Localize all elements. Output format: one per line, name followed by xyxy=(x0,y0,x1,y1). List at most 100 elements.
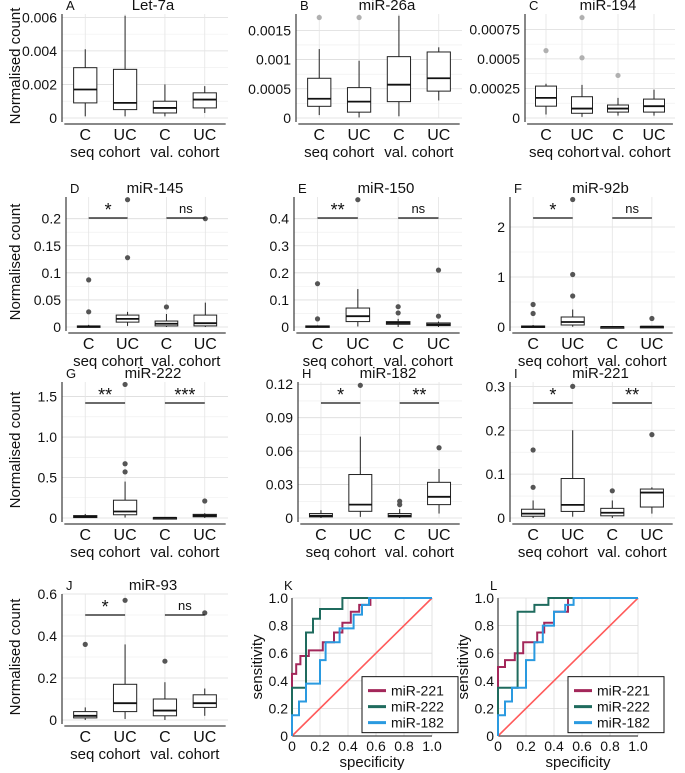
y-tick-label: 0 xyxy=(49,510,57,526)
x-category-label: UC xyxy=(570,127,593,144)
box-outlier-point xyxy=(316,14,322,21)
x-tick-label: 0.8 xyxy=(600,738,620,754)
box-iqr xyxy=(571,96,593,114)
box-outlier-point xyxy=(124,255,131,261)
box-iqr xyxy=(192,694,217,708)
significance-label: ** xyxy=(625,385,639,405)
box-iqr xyxy=(152,698,178,717)
box-iqr xyxy=(427,481,452,506)
x-category-label: C xyxy=(607,336,619,353)
box-outlier-point xyxy=(395,304,401,310)
x-category-label: UC xyxy=(193,127,216,144)
x-group-label: seq cohort xyxy=(70,144,141,161)
box-outlier-point xyxy=(530,484,536,490)
box-iqr xyxy=(345,307,371,323)
y-tick-label: 0.1 xyxy=(486,466,506,482)
x-category-label: UC xyxy=(640,527,663,544)
y-tick-label: 0.1 xyxy=(270,292,290,308)
y-tick-label: 0.002 xyxy=(22,76,57,92)
panel-title: miR-194 xyxy=(580,0,637,14)
x-group-label: seq cohort xyxy=(306,544,377,561)
y-tick-label: 0.4 xyxy=(38,628,58,644)
x-tick-label: 0 xyxy=(288,738,296,754)
x-category-label: UC xyxy=(642,127,665,144)
box-outlier-point xyxy=(649,315,655,322)
panel-letter: G xyxy=(66,366,76,381)
y-tick-label: 0.06 xyxy=(266,443,293,459)
x-category-label: C xyxy=(313,127,325,144)
x-category-label: C xyxy=(315,527,327,544)
y-tick-label: 0.1 xyxy=(42,265,62,281)
box-iqr xyxy=(346,87,372,113)
x-group-label: seq cohort xyxy=(529,144,600,161)
x-tick-label: 0.6 xyxy=(366,738,386,754)
y-axis-title: Normalised count xyxy=(7,598,24,716)
x-axis-title: specificity xyxy=(339,754,405,771)
legend-label: miR-222 xyxy=(597,699,650,715)
significance-label: ** xyxy=(412,385,426,405)
y-tick-label: 0.2 xyxy=(269,700,289,716)
y-tick-label: 0.4 xyxy=(475,673,495,689)
y-axis-title: Normalised count xyxy=(7,391,24,509)
x-category-label: UC xyxy=(346,336,369,353)
x-group-label: val. cohort xyxy=(150,544,220,561)
box-iqr xyxy=(639,488,664,508)
box-outlier-point xyxy=(122,597,128,603)
x-group-label: seq cohort xyxy=(70,746,141,763)
y-tick-label: 1.0 xyxy=(38,429,58,445)
x-category-label: UC xyxy=(194,336,217,353)
x-group-label: seq cohort xyxy=(303,353,374,370)
y-tick-label: 0.0005 xyxy=(477,51,520,67)
box-outlier-point xyxy=(579,55,585,61)
x-group-label: seq cohort xyxy=(70,544,141,561)
box-iqr xyxy=(112,499,138,516)
x-tick-label: 0 xyxy=(494,738,502,754)
y-tick-label: 0.3 xyxy=(270,238,290,254)
y-tick-label: 0 xyxy=(497,510,505,526)
panel-title: miR-93 xyxy=(129,577,177,594)
x-group-label: val. cohort xyxy=(151,353,221,370)
box-outlier-point xyxy=(86,309,92,315)
significance-label: * xyxy=(337,385,344,405)
y-tick-label: 0 xyxy=(283,110,291,126)
y-tick-label: 0 xyxy=(53,319,61,335)
x-tick-label: 0.4 xyxy=(544,738,564,754)
panel-letter: I xyxy=(514,366,518,381)
box-outlier-point xyxy=(570,383,576,389)
y-tick-label: 1.0 xyxy=(269,590,289,606)
x-category-label: UC xyxy=(348,127,371,144)
roc-reference-line xyxy=(497,597,639,737)
x-category-label: UC xyxy=(427,127,450,144)
panel-title: miR-150 xyxy=(358,180,415,197)
y-tick-label: 0.15 xyxy=(34,238,61,254)
x-category-label: C xyxy=(312,336,324,353)
roc-curve-line xyxy=(497,597,638,736)
significance-label: * xyxy=(102,597,109,617)
box-outlier-point xyxy=(162,658,168,664)
y-axis-title: Normalised count xyxy=(7,203,24,321)
panel-letter: A xyxy=(66,0,75,13)
box-iqr xyxy=(426,51,451,92)
box-outlier-point xyxy=(397,498,403,504)
y-tick-label: 0.00025 xyxy=(469,80,520,96)
x-group-label: val. cohort xyxy=(384,353,454,370)
y-tick-label: 1.0 xyxy=(475,590,495,606)
legend-label: miR-221 xyxy=(597,683,650,699)
y-tick-label: 0.00075 xyxy=(469,21,520,37)
y-tick-label: 0.004 xyxy=(22,43,57,59)
panel-letter: L xyxy=(490,578,497,593)
panel-l: 000.20.20.40.40.60.60.80.81.01.0miR-221m… xyxy=(455,578,665,771)
y-tick-label: 1.5 xyxy=(38,389,58,405)
x-category-label: UC xyxy=(427,336,450,353)
panel-title: Let-7a xyxy=(132,0,175,14)
x-group-label: val. cohort xyxy=(385,544,455,561)
panel-title: miR-222 xyxy=(125,365,182,382)
panel-letter: K xyxy=(284,578,293,593)
significance-label: * xyxy=(105,200,112,220)
box-outlier-point xyxy=(124,197,131,203)
x-group-label: seq cohort xyxy=(73,353,144,370)
y-tick-label: 0.6 xyxy=(269,645,289,661)
